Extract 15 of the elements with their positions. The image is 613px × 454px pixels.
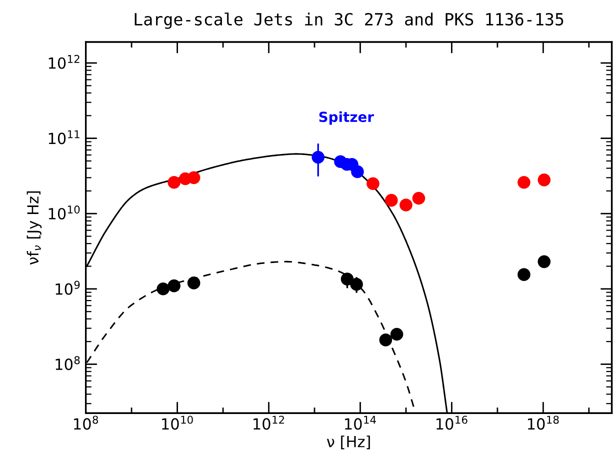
x-tick-label: 10$^{18}$ [528, 416, 559, 430]
y-tick-label: 10$^{9}$ [56, 280, 80, 295]
y-tick-label: 10$^{8}$ [56, 356, 80, 370]
x-tick-label: 10$^{16}$ [436, 416, 468, 430]
y-axis-title: νf$_{ν}$ [Jy Hz] [26, 191, 42, 265]
annotation: Spitzer [319, 111, 374, 125]
chart-title: Large-scale Jets in 3C 273 and PKS 1136-135 [134, 12, 564, 29]
y-tick-label: 10$^{11}$ [48, 130, 80, 144]
x-axis-title: ν [Hz] [326, 436, 370, 450]
x-tick-label: 10$^{10}$ [162, 416, 193, 430]
x-tick-label: 10$^{8}$ [74, 416, 98, 430]
x-tick-label: 10$^{14}$ [345, 416, 376, 430]
y-tick-label: 10$^{12}$ [48, 54, 80, 69]
x-tick-label: 10$^{12}$ [254, 416, 284, 430]
y-tick-label: 10$^{10}$ [48, 206, 80, 220]
